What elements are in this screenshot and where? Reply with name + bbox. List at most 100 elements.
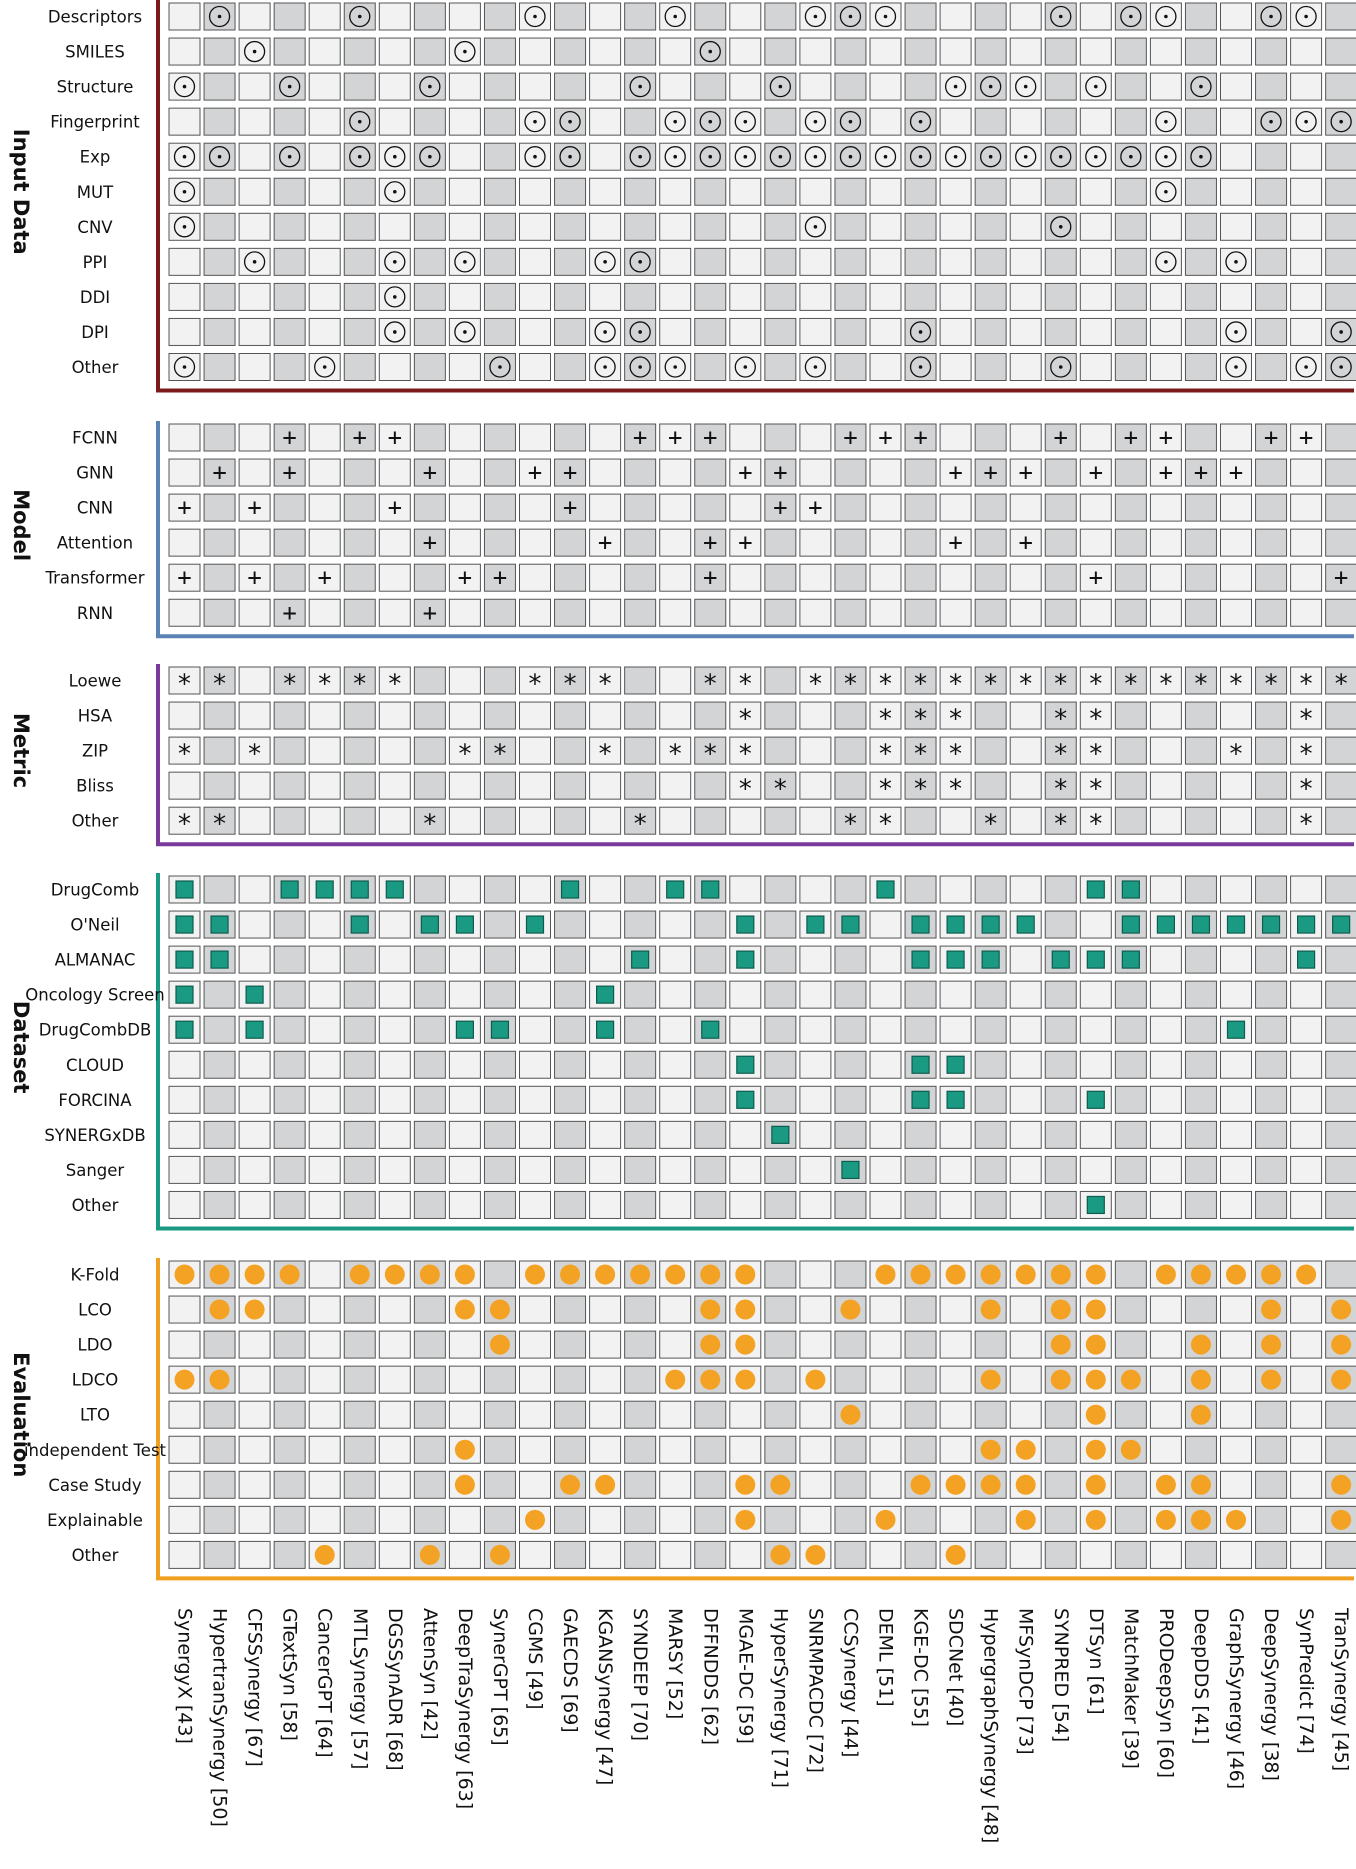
matrix-cell bbox=[378, 1330, 411, 1359]
mark-dot bbox=[700, 1369, 721, 1390]
matrix-cell bbox=[483, 528, 516, 557]
matrix-cell bbox=[799, 666, 832, 695]
mark-square bbox=[1296, 915, 1316, 934]
matrix-cell bbox=[1184, 528, 1217, 557]
matrix-cell bbox=[589, 493, 622, 522]
matrix-cell bbox=[764, 107, 797, 136]
matrix-cell bbox=[1114, 282, 1147, 311]
mark-odot bbox=[384, 251, 406, 273]
matrix-cell bbox=[1044, 806, 1077, 835]
matrix-cell bbox=[448, 598, 481, 627]
matrix-cell bbox=[694, 317, 727, 346]
matrix-cell bbox=[554, 980, 587, 1009]
matrix-cell bbox=[1255, 1050, 1288, 1079]
matrix-cell bbox=[904, 423, 937, 452]
method-label: GTextSyn [58] bbox=[279, 1608, 301, 1741]
matrix-cell bbox=[1079, 1120, 1112, 1149]
matrix-cell bbox=[869, 1365, 902, 1394]
matrix-cell bbox=[799, 1295, 832, 1324]
mark-odot bbox=[980, 75, 1002, 98]
mark-star: * bbox=[983, 670, 999, 700]
matrix-cell bbox=[203, 598, 236, 627]
matrix-cell bbox=[589, 528, 622, 557]
mark-plus: + bbox=[528, 459, 542, 487]
matrix-cell bbox=[869, 910, 902, 939]
mark-dot bbox=[1085, 1299, 1106, 1320]
matrix-cell bbox=[659, 282, 692, 311]
matrix-cell bbox=[1325, 177, 1356, 206]
matrix-cell bbox=[1325, 1190, 1356, 1219]
mark-star: * bbox=[843, 810, 859, 840]
mark-dot bbox=[980, 1474, 1001, 1495]
matrix-cell bbox=[624, 212, 657, 241]
matrix-cell bbox=[1290, 980, 1323, 1009]
matrix-cell bbox=[1044, 771, 1077, 800]
matrix-cell bbox=[519, 72, 551, 101]
matrix-cell bbox=[624, 875, 657, 904]
matrix-cell bbox=[1079, 282, 1112, 311]
row-label-input-data-exp: Exp bbox=[80, 148, 111, 167]
matrix-cell bbox=[869, 1085, 902, 1114]
mark-plus: + bbox=[1229, 459, 1243, 487]
mark-odot bbox=[1295, 356, 1317, 378]
mark-odot bbox=[839, 146, 862, 168]
matrix-cell bbox=[483, 212, 516, 241]
matrix-cell bbox=[939, 1505, 972, 1534]
method-label: MGAE-DC [59] bbox=[734, 1608, 756, 1744]
matrix-cell bbox=[1290, 458, 1323, 487]
matrix-cell bbox=[659, 493, 692, 522]
matrix-cell bbox=[1079, 598, 1112, 627]
mark-square bbox=[841, 915, 860, 934]
matrix-cell bbox=[308, 1435, 341, 1464]
matrix-cell bbox=[448, 806, 481, 835]
matrix-cell bbox=[378, 1400, 411, 1429]
matrix-cell bbox=[519, 1085, 551, 1114]
matrix-cell bbox=[1325, 1050, 1356, 1079]
mark-dot bbox=[665, 1369, 686, 1390]
matrix-cell bbox=[519, 493, 551, 522]
mark-odot bbox=[1190, 75, 1212, 98]
mark-star: * bbox=[773, 775, 789, 805]
matrix-cell bbox=[554, 282, 587, 311]
mark-plus: + bbox=[808, 494, 822, 522]
matrix-cell bbox=[343, 528, 376, 557]
matrix-cell bbox=[378, 945, 411, 974]
matrix-cell bbox=[659, 72, 692, 101]
mark-dot bbox=[1015, 1474, 1036, 1495]
matrix-cell bbox=[1079, 107, 1112, 136]
mark-square bbox=[911, 915, 930, 934]
matrix-cell bbox=[308, 945, 341, 974]
mark-square bbox=[1191, 915, 1211, 934]
mark-dot bbox=[1296, 1264, 1317, 1285]
mark-odot bbox=[454, 321, 476, 343]
matrix-cell bbox=[168, 1190, 201, 1219]
matrix-cell bbox=[974, 980, 1007, 1009]
matrix-cell bbox=[834, 1085, 867, 1114]
matrix-cell bbox=[1149, 212, 1182, 241]
matrix-cell bbox=[343, 247, 376, 276]
mark-plus: + bbox=[1089, 459, 1103, 487]
mark-dot bbox=[735, 1474, 756, 1495]
matrix-cell bbox=[413, 806, 446, 835]
matrix-cell bbox=[483, 1400, 516, 1429]
method-label: KGE-DC [55] bbox=[910, 1608, 932, 1727]
matrix-cell bbox=[799, 282, 832, 311]
matrix-cell bbox=[308, 37, 341, 66]
mark-square bbox=[420, 915, 439, 934]
mark-odot bbox=[1330, 356, 1352, 378]
method-label: AttenSyn [42] bbox=[419, 1608, 441, 1740]
matrix-cell bbox=[238, 1505, 271, 1534]
matrix-cell bbox=[273, 910, 306, 939]
group-label-dataset: Dataset bbox=[9, 1001, 33, 1094]
matrix-cell bbox=[308, 177, 341, 206]
mark-odot bbox=[454, 40, 476, 63]
matrix-cell bbox=[834, 282, 867, 311]
matrix-cell bbox=[519, 1435, 551, 1464]
matrix-cell bbox=[1114, 1260, 1147, 1289]
matrix-cell bbox=[939, 598, 972, 627]
matrix-cell bbox=[1149, 458, 1182, 487]
matrix-cell bbox=[869, 806, 902, 835]
mark-dot bbox=[489, 1299, 510, 1320]
matrix-cell bbox=[308, 1330, 341, 1359]
mark-odot bbox=[384, 146, 406, 168]
